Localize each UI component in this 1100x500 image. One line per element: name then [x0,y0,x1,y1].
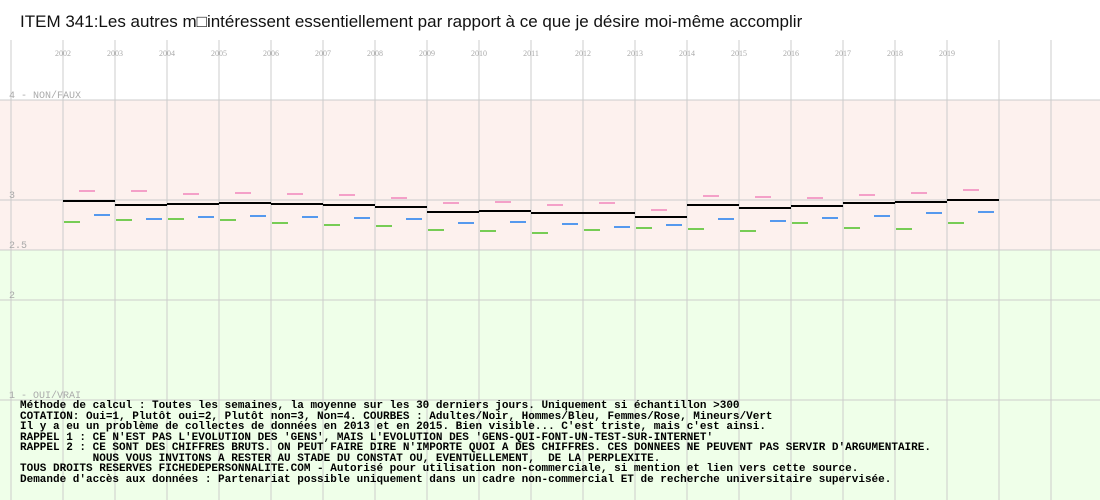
chart-title: ITEM 341:Les autres m□intéressent essent… [20,12,803,31]
x-tick-label: 2017 [835,49,851,58]
x-tick-label: 2009 [419,49,435,58]
x-tick-label: 2004 [159,49,175,58]
note-line: Demande d'accès aux données : Partenaria… [20,473,892,486]
x-tick-label: 2007 [315,49,331,58]
x-tick-label: 2008 [367,49,383,58]
x-tick-label: 2003 [107,49,123,58]
chart-notes: Méthode de calcul : Toutes les semaines,… [20,401,931,485]
x-tick-label: 2011 [523,49,539,58]
x-tick-label: 2005 [211,49,227,58]
upper-band [0,100,1100,250]
x-tick-label: 2013 [627,49,643,58]
x-tick-label: 2012 [575,49,591,58]
note-line: NOUS VOUS INVITONS A RESTER AU STADE DU … [20,452,661,465]
y-tick-label: 1 - OUI/VRAI [9,390,81,402]
note-line: COTATION: Oui=1, Plutôt oui=2, Plutôt no… [20,410,773,423]
x-tick-label: 2010 [471,49,487,58]
note-line: RAPPEL 1 : CE N'EST PAS L'EVOLUTION DES … [20,431,714,444]
y-tick-label: 4 - NON/FAUX [9,90,81,102]
note-line: Il y a eu un problème de collectes de do… [20,421,766,433]
x-tick-label: 2014 [679,49,695,58]
note-line: RAPPEL 2 : CE SONT DES CHIFFRES BRUTS. O… [20,442,931,454]
x-tick-label: 2019 [939,49,955,58]
note-line: Méthode de calcul : Toutes les semaines,… [20,400,740,412]
y-tick-label: 2 [9,291,15,302]
x-tick-label: 2016 [783,49,799,58]
lower-band [0,250,1100,500]
x-tick-label: 2006 [263,49,279,58]
y-tick-label: 2.5 [9,241,27,252]
note-line: TOUS DROITS RESERVES FICHEDEPERSONNALITE… [20,463,859,475]
x-tick-label: 2002 [55,49,71,58]
y-tick-label: 3 [9,191,15,202]
x-tick-label: 2015 [731,49,747,58]
x-tick-label: 2018 [887,49,903,58]
